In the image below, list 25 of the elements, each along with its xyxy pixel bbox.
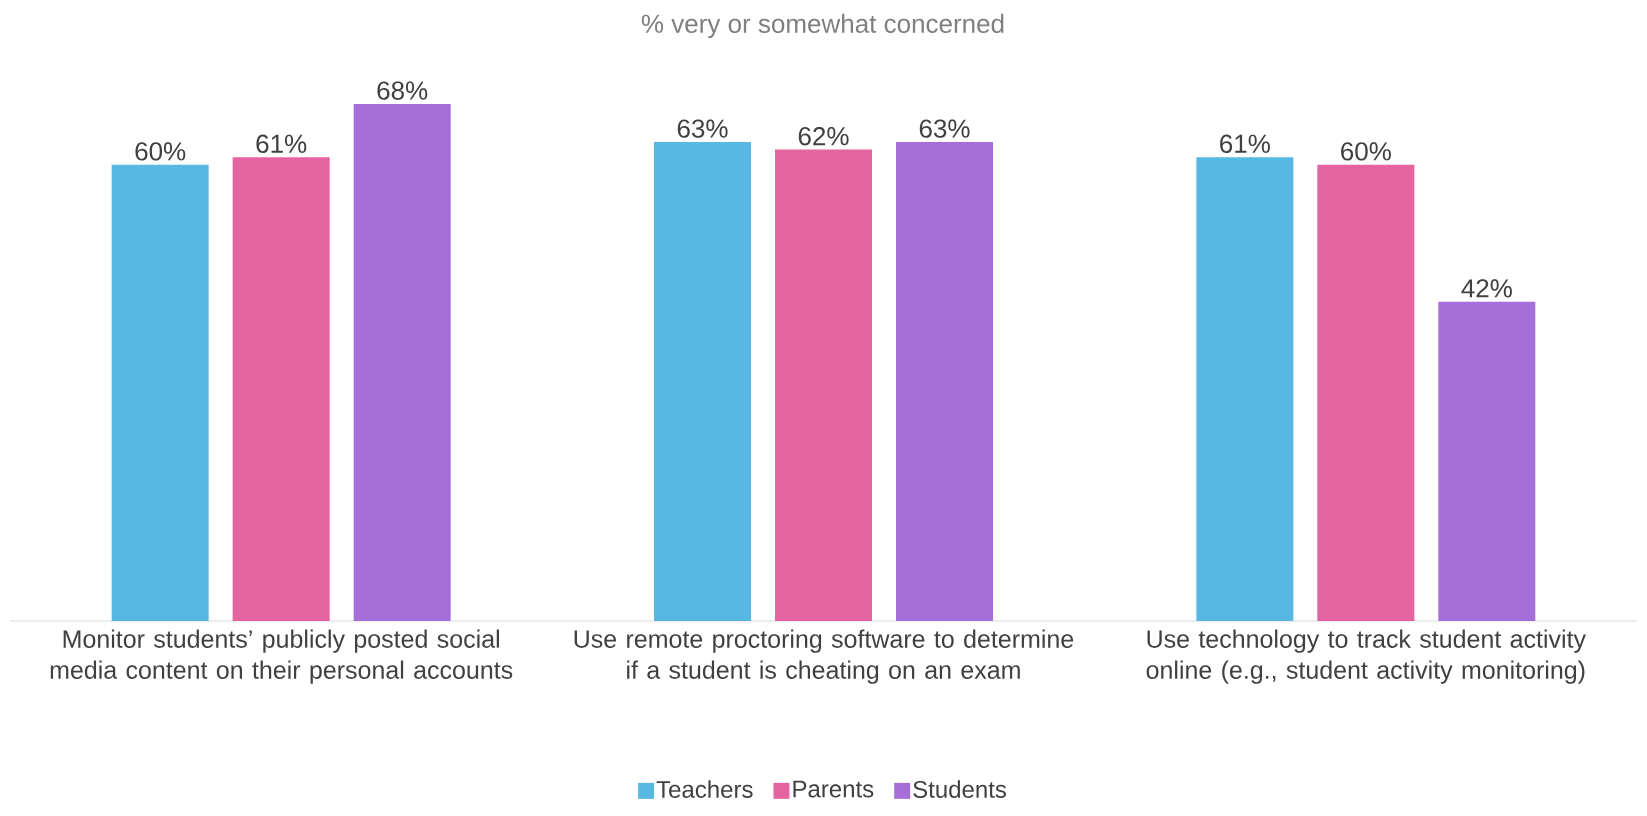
chart-title: % very or somewhat concerned	[641, 13, 1004, 39]
data-label: 60%	[1341, 142, 1391, 161]
data-label: 63%	[919, 119, 970, 138]
data-label: 62%	[798, 127, 849, 146]
legend-label: Parents	[793, 780, 874, 798]
legend-label: Students	[913, 780, 1007, 798]
x-tick-label: Monitor students’ publicly posted social media content on their personal accounts	[50, 629, 513, 684]
bar	[111, 164, 209, 621]
bar	[1196, 157, 1294, 621]
data-label: 63%	[677, 119, 728, 138]
bar	[353, 104, 451, 621]
bar	[1438, 301, 1536, 621]
x-tick-label: Use technology to track student activity online (e.g., student activity monitoring)	[1146, 629, 1586, 684]
data-label: 61%	[1220, 134, 1270, 154]
bar	[232, 157, 330, 621]
x-tick-label: Use remote proctoring software to determine if a student is cheating on an exam	[574, 629, 1074, 684]
data-label: 61%	[256, 134, 307, 154]
legend-label: Teachers	[656, 780, 753, 798]
data-label: 68%	[377, 81, 428, 100]
bar	[896, 142, 993, 621]
data-label: 60%	[135, 142, 186, 161]
bar	[775, 149, 872, 621]
bar	[1317, 164, 1415, 621]
data-label: 42%	[1461, 279, 1512, 298]
bar	[654, 142, 751, 621]
